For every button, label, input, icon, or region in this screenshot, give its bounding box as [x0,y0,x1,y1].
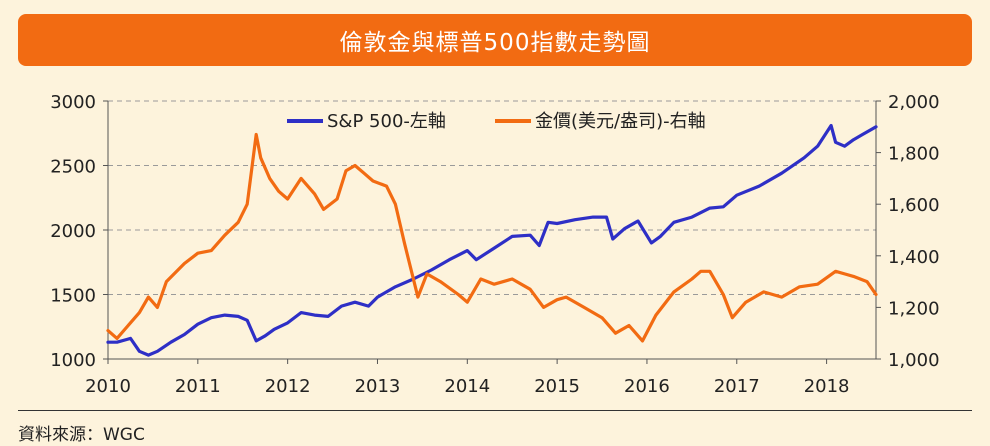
y-right-tick-label: 2,000 [888,92,940,113]
legend-label: S&P 500-左軸 [327,111,446,132]
x-tick-label: 2014 [444,376,490,397]
y-right-tick-label: 1,400 [888,247,940,268]
chart-title: 倫敦金與標普500指數走勢圖 [339,30,651,56]
source-divider [18,410,972,411]
y-left-tick-label: 1500 [50,286,96,307]
chart-title-banner: 倫敦金與標普500指數走勢圖 [18,14,972,66]
x-tick-label: 2015 [534,376,580,397]
legend-label: 金價(美元/盎司)-右軸 [535,111,706,132]
y-left-tick-label: 2000 [50,221,96,242]
y-right-tick-label: 1,000 [888,350,940,371]
x-tick-label: 2018 [804,376,850,397]
x-tick-label: 2011 [175,376,221,397]
y-left-tick-label: 3000 [50,92,96,113]
series-line-sp500 [106,123,878,357]
x-tick-label: 2017 [714,376,760,397]
x-tick-label: 2012 [265,376,311,397]
y-left-tick-label: 1000 [50,350,96,371]
source-note: 資料來源：WGC [18,425,145,445]
x-tick-label: 2010 [85,376,131,397]
y-right-tick-label: 1,600 [888,195,940,216]
series-line-gold [106,132,878,343]
x-tick-label: 2016 [624,376,670,397]
x-tick-label: 2013 [355,376,401,397]
y-right-tick-label: 1,200 [888,298,940,319]
y-right-tick-label: 1,800 [888,144,940,165]
legend-item-gold: 金價(美元/盎司)-右軸 [495,111,706,132]
legend-item-sp500: S&P 500-左軸 [287,111,446,132]
y-left-tick-label: 2500 [50,157,96,178]
